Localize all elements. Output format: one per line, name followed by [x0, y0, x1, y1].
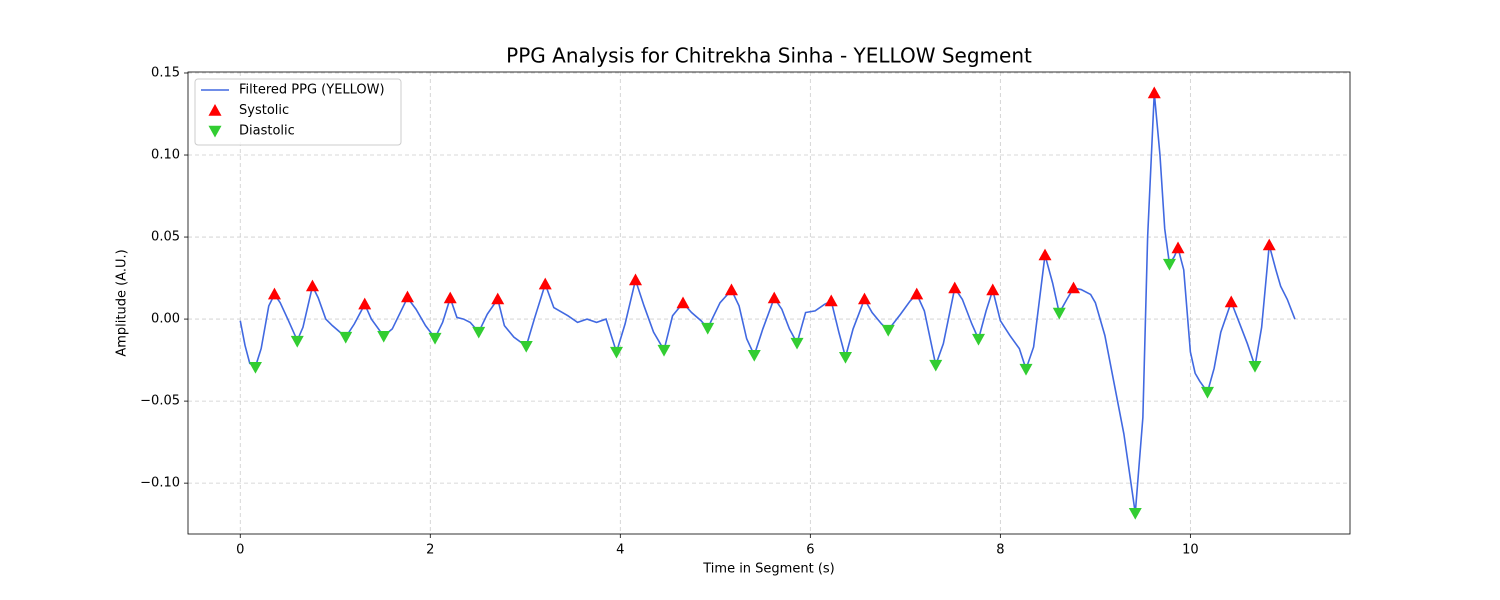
diastolic-marker — [1019, 363, 1033, 376]
plot-area — [239, 86, 1296, 520]
diastolic-marker — [838, 351, 852, 364]
ppg-line — [239, 92, 1296, 514]
legend: Filtered PPG (YELLOW) Systolic Diastolic — [194, 78, 402, 146]
systolic-marker — [1147, 86, 1161, 99]
x-tick-label: 8 — [996, 543, 1004, 558]
diastolic-marker — [519, 340, 533, 353]
systolic-marker — [491, 292, 505, 305]
systolic-marker — [400, 290, 414, 303]
y-axis-label: Amplitude (A.U.) — [115, 249, 130, 356]
x-tick-label: 0 — [236, 543, 244, 558]
diastolic-marker — [747, 349, 761, 362]
y-tick-label: 0.00 — [151, 312, 180, 327]
systolic-marker — [1038, 248, 1052, 261]
systolic-marker — [267, 287, 281, 300]
y-tick-label: −0.05 — [140, 394, 180, 409]
legend-label: Filtered PPG (YELLOW) — [239, 83, 385, 98]
diastolic-marker — [472, 326, 486, 339]
systolic-marker — [443, 291, 457, 304]
axes-frame — [187, 71, 1351, 535]
systolic-marker — [986, 283, 1000, 296]
diastolic-marker — [428, 332, 442, 345]
diastolic-marker — [1052, 307, 1066, 320]
systolic-marker — [305, 279, 319, 292]
systolic-marker — [1171, 241, 1185, 254]
diastolic-marker — [790, 337, 804, 350]
x-tick-label: 6 — [806, 543, 814, 558]
y-tick-label: 0.15 — [151, 65, 180, 80]
diastolic-marker — [929, 359, 943, 372]
diastolic-marker — [1162, 258, 1176, 271]
y-tick-label: 0.10 — [151, 148, 180, 163]
systolic-marker — [948, 281, 962, 294]
systolic-marker — [1224, 295, 1238, 308]
diastolic-marker — [1248, 360, 1262, 373]
chart-title: PPG Analysis for Chitrekha Sinha - YELLO… — [506, 44, 1032, 68]
diastolic-marker — [657, 344, 671, 357]
legend-box — [194, 78, 402, 146]
systolic-marker — [629, 273, 643, 286]
diastolic-marker — [248, 361, 262, 374]
diastolic-marker — [972, 333, 986, 346]
legend-label: Diastolic — [239, 124, 295, 139]
systolic-marker — [857, 292, 871, 305]
systolic-marker — [767, 291, 781, 304]
x-axis-label: Time in Segment (s) — [702, 562, 834, 577]
diastolic-marker — [339, 331, 353, 344]
systolic-marker — [1067, 281, 1081, 294]
systolic-marker — [824, 294, 838, 307]
diastolic-marker — [290, 335, 304, 348]
x-tick-label: 2 — [426, 543, 434, 558]
systolic-marker — [538, 277, 552, 290]
systolic-marker — [1262, 238, 1276, 251]
diastolic-marker — [377, 330, 391, 343]
systolic-marker — [358, 297, 372, 310]
grid — [188, 72, 1350, 534]
y-tick-label: 0.05 — [151, 230, 180, 245]
x-tick-label: 4 — [616, 543, 624, 558]
systolic-marker — [676, 296, 690, 309]
x-tick-label: 10 — [1182, 543, 1199, 558]
diastolic-marker — [1128, 507, 1142, 520]
diastolic-marker — [701, 322, 715, 335]
legend-label: Systolic — [239, 103, 289, 118]
y-tick-label: −0.10 — [140, 476, 180, 491]
diastolic-marker — [1200, 386, 1214, 399]
systolic-marker — [910, 287, 924, 300]
legend-marker — [208, 104, 222, 116]
diastolic-marker — [610, 346, 624, 359]
diastolic-marker — [881, 324, 895, 337]
systolic-marker — [724, 283, 738, 296]
legend-marker — [208, 125, 222, 138]
